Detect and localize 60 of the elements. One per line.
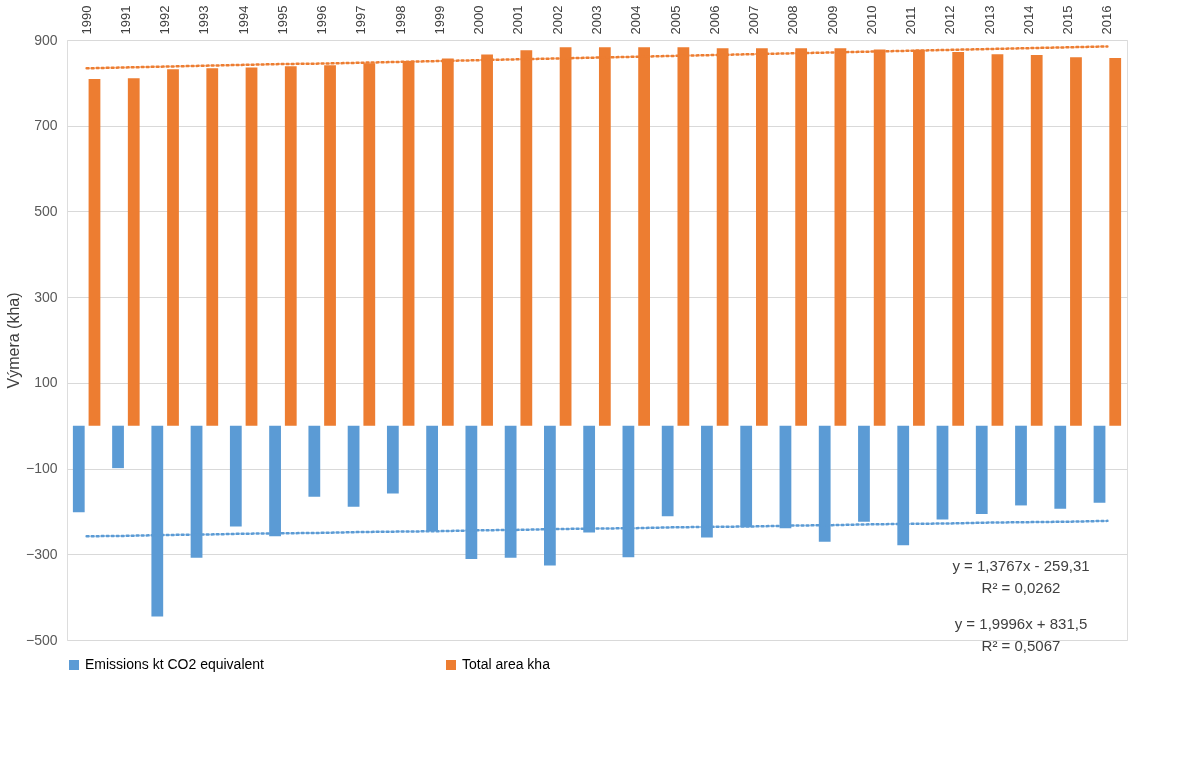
x-tick-label: 1991	[117, 5, 133, 35]
x-tick-label: 1990	[78, 5, 94, 35]
annotation: R² = 0,0262	[981, 579, 1061, 596]
x-tick-label: 2001	[510, 5, 526, 35]
bar	[1030, 55, 1043, 426]
x-tick-label: 2014	[1020, 5, 1036, 35]
y-tick-label: 500	[34, 202, 58, 219]
x-tick-label: 2007	[746, 5, 762, 35]
x-tick-label: 2005	[667, 5, 683, 35]
y-tick-label: −300	[25, 545, 58, 562]
bar	[88, 79, 101, 426]
x-tick-label: 1996	[314, 5, 330, 35]
bar	[347, 425, 360, 507]
x-tick-label: 1992	[157, 5, 173, 35]
bar	[229, 425, 242, 527]
bar	[1109, 58, 1122, 426]
bar	[991, 54, 1004, 426]
x-tick-label: 1994	[235, 5, 251, 35]
bar	[127, 78, 140, 426]
x-tick-label: 2004	[628, 5, 644, 35]
bar	[1054, 425, 1067, 509]
x-tick-label: 2000	[471, 5, 487, 35]
x-tick-label: 2016	[1099, 5, 1115, 35]
y-tick-label: −500	[25, 631, 58, 648]
x-tick-label: 2009	[824, 5, 840, 35]
x-tick-label: 1998	[392, 5, 408, 35]
bar	[661, 425, 674, 517]
x-tick-label: 1999	[431, 5, 447, 35]
bar	[1015, 425, 1027, 506]
x-tick-label: 2010	[863, 5, 879, 35]
bar	[112, 425, 124, 469]
legend-label: Total area kha	[462, 656, 551, 672]
x-tick-label: 1997	[353, 5, 369, 35]
legend-label: Emissions kt CO2 equivalent	[85, 656, 265, 672]
y-tick-label: 700	[34, 117, 58, 134]
x-tick-label: 2008	[785, 5, 801, 35]
x-tick-label: 2012	[942, 5, 958, 35]
x-tick-label: 2006	[706, 5, 722, 35]
x-tick-label: 2003	[589, 5, 604, 35]
bar	[386, 425, 399, 494]
bar	[1093, 425, 1106, 503]
annotation: y = 1,9996x + 831,5	[954, 615, 1088, 632]
x-tick-label: 1993	[196, 5, 212, 35]
x-tick-label: 2002	[549, 5, 565, 35]
y-axis-title: Výmera (kha)	[4, 292, 22, 389]
bar	[936, 425, 949, 520]
x-tick-label: 2013	[981, 5, 997, 35]
bar	[308, 425, 321, 497]
x-tick-label: 2011	[903, 6, 919, 35]
y-tick-label: 100	[34, 374, 58, 391]
bar	[975, 425, 988, 514]
annotation: R² = 0,5067	[981, 637, 1061, 654]
annotation: y = 1,3767x - 259,31	[952, 557, 1090, 574]
bar	[72, 425, 85, 513]
y-tick-label: −100	[25, 460, 58, 477]
y-tick-label: 900	[34, 31, 58, 48]
y-tick-label: 300	[34, 288, 58, 305]
x-tick-label: 1995	[274, 5, 290, 35]
bar	[1070, 57, 1082, 426]
x-tick-label: 2015	[1060, 5, 1076, 35]
